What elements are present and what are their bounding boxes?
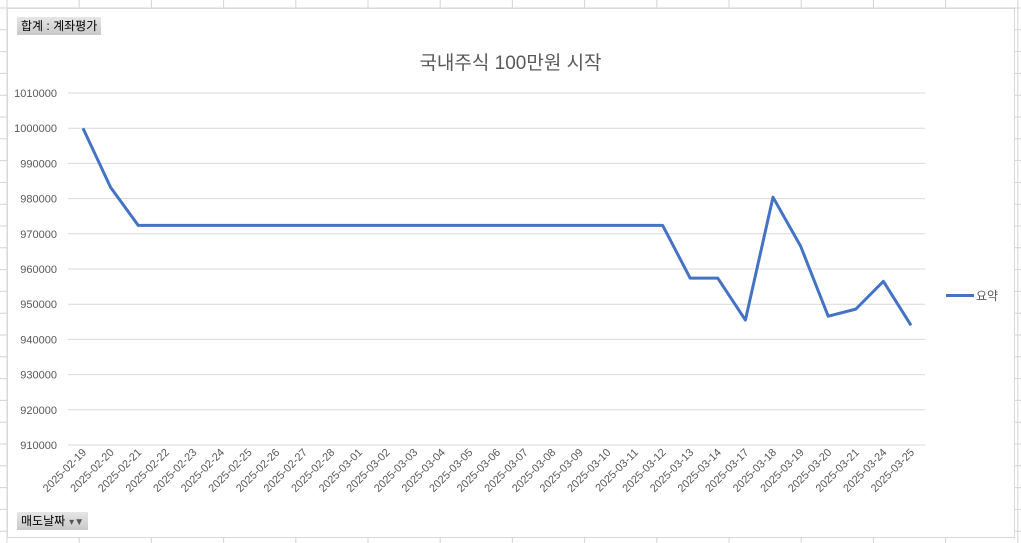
value-field-label: 합계 : 계좌평가 bbox=[21, 19, 98, 33]
legend-label: 요약 bbox=[976, 289, 999, 303]
y-tick-label: 1010000 bbox=[14, 88, 57, 100]
y-tick-label: 910000 bbox=[20, 440, 57, 452]
y-tick-label: 1000000 bbox=[14, 123, 57, 135]
legend: 요약 bbox=[946, 287, 998, 304]
filter-dropdown-icon[interactable]: ▾▼ bbox=[69, 517, 85, 528]
value-field-button[interactable]: 합계 : 계좌평가 bbox=[17, 17, 102, 35]
axis-field-button[interactable]: 매도날짜 ▾▼ bbox=[17, 512, 89, 530]
chart-title: 국내주식 100만원 시작 bbox=[419, 53, 602, 74]
chart-area[interactable] bbox=[7, 8, 1015, 538]
series-line bbox=[81, 127, 913, 327]
y-tick-label: 930000 bbox=[20, 370, 57, 382]
y-tick-label: 970000 bbox=[20, 229, 57, 241]
y-tick-label: 920000 bbox=[20, 405, 57, 417]
y-tick-label: 950000 bbox=[20, 299, 57, 311]
y-tick-label: 980000 bbox=[20, 194, 57, 206]
axis-field-label: 매도날짜 bbox=[21, 514, 66, 528]
y-tick-label: 940000 bbox=[20, 334, 57, 346]
legend-swatch bbox=[946, 294, 974, 297]
y-tick-label: 990000 bbox=[20, 158, 57, 170]
y-tick-label: 960000 bbox=[20, 264, 57, 276]
